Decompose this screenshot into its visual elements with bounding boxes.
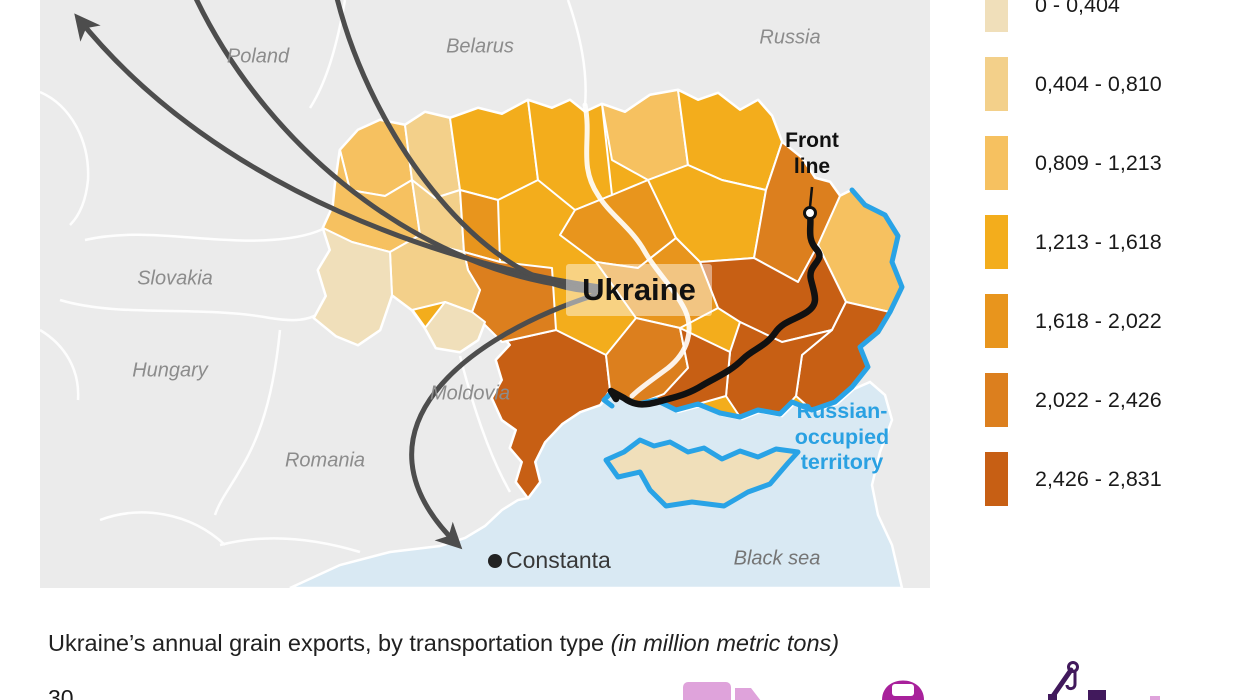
label-slovakia: Slovakia (137, 267, 213, 290)
label-black-sea: Black sea (733, 547, 821, 570)
legend-range-label: 0 - 0,404 (1035, 0, 1120, 17)
export-arrows (74, 0, 603, 550)
front-line-label: Front line (762, 128, 862, 180)
legend-item: 0 - 0,404 (985, 0, 1120, 32)
ukraine-map (40, 0, 930, 588)
constanta-marker (488, 554, 502, 568)
legend-swatch (985, 57, 1008, 111)
label-belarus: Belarus (446, 35, 514, 58)
choropleth-legend: 0 - 0,404 0,404 - 0,810 0,809 - 1,213 1,… (985, 0, 1235, 520)
truck-icon (683, 682, 761, 700)
occupied-territory-label: Russian- occupied territory (772, 399, 912, 476)
ukraine-label-box: Ukraine (566, 264, 712, 316)
occupied-label-line2: occupied (794, 424, 890, 449)
legend-item: 2,426 - 2,831 (985, 452, 1162, 506)
oblast (424, 301, 486, 353)
legend-swatch (985, 373, 1008, 427)
legend-range-label: 2,022 - 2,426 (1035, 387, 1162, 412)
oblast (313, 227, 393, 346)
legend-range-label: 1,213 - 1,618 (1035, 229, 1162, 254)
legend-range-label: 2,426 - 2,831 (1035, 466, 1162, 491)
label-poland: Poland (226, 45, 290, 68)
legend-swatch (985, 215, 1008, 269)
chart-title: Ukraine’s annual grain exports, by trans… (48, 630, 839, 657)
train-icon (882, 680, 924, 700)
legend-swatch (985, 294, 1008, 348)
legend-range-label: 1,618 - 2,022 (1035, 308, 1162, 333)
legend-swatch (985, 452, 1008, 506)
legend-item: 2,022 - 2,426 (985, 373, 1162, 427)
chart-title-note: (in million metric tons) (610, 630, 840, 656)
legend-item: 0,404 - 0,810 (985, 57, 1162, 111)
crimea (603, 437, 801, 509)
legend-range-label: 0,809 - 1,213 (1035, 150, 1162, 175)
front-line-pointer (808, 186, 814, 208)
crane-icon (1048, 661, 1160, 700)
y-axis-tick-30: 30 (48, 685, 74, 700)
export-arrow-constanta (409, 292, 598, 550)
label-constanta: Constanta (506, 547, 611, 573)
front-line-label-line1: Front (785, 129, 839, 152)
country-borders (40, 0, 587, 554)
label-russia: Russia (759, 26, 821, 49)
occupied-label-line1: Russian- (796, 399, 888, 423)
legend-range-label: 0,404 - 0,810 (1035, 71, 1162, 96)
label-moldovia: Moldovia (429, 382, 511, 405)
legend-item: 1,213 - 1,618 (985, 215, 1162, 269)
label-ukraine: Ukraine (582, 272, 696, 307)
legend-swatch (985, 136, 1008, 190)
label-hungary: Hungary (132, 359, 208, 382)
front-line (607, 209, 823, 408)
export-arrow-north-poland (194, 0, 603, 292)
legend-item: 0,809 - 1,213 (985, 136, 1162, 190)
front-line-label-line2: line (793, 155, 831, 178)
label-romania: Romania (284, 449, 366, 472)
occupied-label-line3: territory (800, 450, 884, 474)
export-arrow-north (334, 0, 603, 294)
chart-title-main: Ukraine’s annual grain exports, by trans… (48, 630, 611, 656)
oblast (449, 99, 539, 201)
legend-item: 1,618 - 2,022 (985, 294, 1162, 348)
legend-swatch (985, 0, 1008, 32)
dnipro-river (582, 102, 692, 399)
front-line-marker (803, 206, 817, 220)
